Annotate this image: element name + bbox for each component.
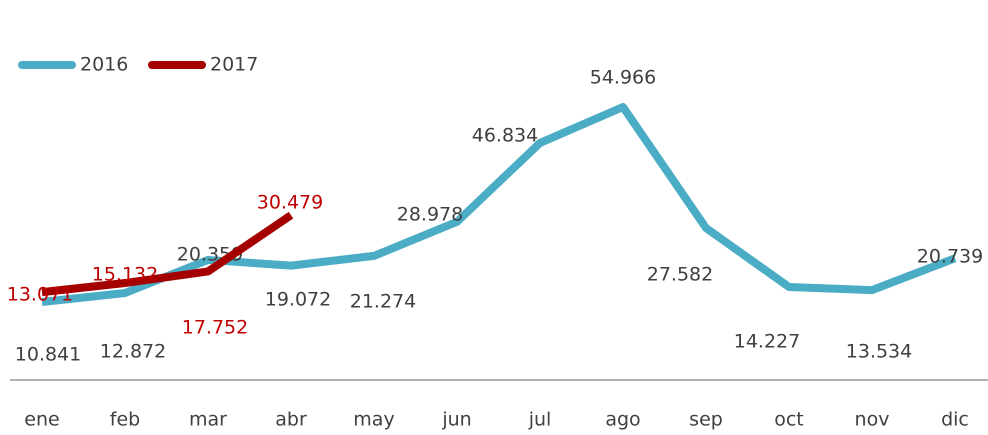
data-label: 46.834 — [472, 125, 538, 147]
data-label: 19.072 — [265, 289, 331, 311]
x-tick-label: jul — [528, 409, 552, 431]
x-tick-label: jun — [441, 409, 471, 431]
legend-label: 2016 — [80, 54, 128, 76]
data-label: 14.227 — [734, 331, 800, 353]
x-tick-label: mar — [189, 409, 227, 431]
series-line — [41, 211, 294, 297]
x-tick-label: may — [353, 409, 394, 431]
data-label: 21.274 — [350, 291, 416, 313]
data-label: 13.071 — [7, 284, 73, 306]
data-label: 27.582 — [647, 264, 713, 286]
data-label: 54.966 — [590, 67, 656, 89]
data-label: 30.479 — [257, 192, 323, 214]
x-tick-label: abr — [275, 409, 307, 431]
x-tick-label: ene — [24, 409, 59, 431]
x-tick-label: oct — [774, 409, 804, 431]
x-tick-label: dic — [941, 409, 969, 431]
x-tick-label: ago — [605, 409, 640, 431]
data-label: 28.978 — [397, 204, 463, 226]
data-label: 17.752 — [182, 317, 248, 339]
data-label: 20.739 — [917, 246, 983, 268]
x-tick-label: nov — [855, 409, 890, 431]
x-tick-label: sep — [689, 409, 723, 431]
series-line — [41, 103, 957, 306]
x-tick-label: feb — [110, 409, 140, 431]
data-label: 15.132 — [92, 264, 158, 286]
data-label: 12.872 — [100, 341, 166, 363]
data-label: 13.534 — [846, 341, 912, 363]
data-label: 10.841 — [15, 344, 81, 366]
legend-label: 2017 — [210, 54, 258, 76]
